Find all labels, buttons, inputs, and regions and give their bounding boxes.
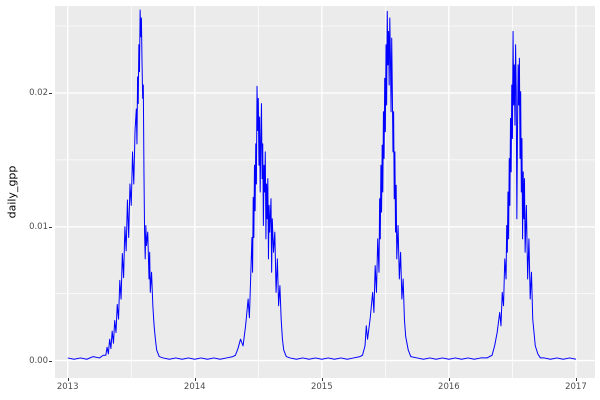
y-tick-mark: [49, 360, 52, 362]
x-tick-label: 2014: [183, 382, 206, 392]
plot-panel: [55, 6, 595, 378]
x-tick-mark: [67, 378, 69, 381]
x-tick-label: 2013: [56, 382, 79, 392]
series-line-daily_gpp: [67, 9, 577, 360]
y-tick-label: 0.01: [29, 221, 48, 232]
y-tick-mark: [49, 226, 52, 228]
x-tick-label: 2016: [438, 382, 460, 392]
y-axis: 0.00 0.01 0.02: [26, 6, 52, 378]
y-tick-label: 0.00: [29, 355, 48, 366]
x-tick-mark: [194, 378, 196, 381]
plot-svg: [55, 6, 595, 378]
y-axis-title: daily_gpp: [5, 165, 19, 219]
y-tick-label: 0.02: [29, 87, 48, 98]
x-tick-mark: [321, 378, 323, 381]
x-tick-mark: [575, 378, 577, 381]
x-tick-label: 2017: [565, 382, 587, 392]
x-tick-mark: [448, 378, 450, 381]
x-axis: 2013 2014 2015 2016 2017: [55, 378, 595, 398]
x-tick-label: 2015: [310, 382, 333, 392]
y-tick-mark: [49, 92, 52, 94]
